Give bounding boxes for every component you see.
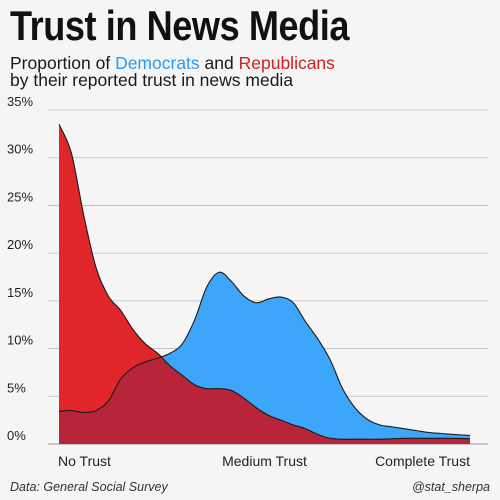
y-tick-label: 5%	[7, 380, 26, 395]
subtitle-prefix: Proportion of	[10, 53, 116, 73]
page-title: Trust in News Media	[10, 2, 350, 49]
series-line-democrats	[58, 271, 471, 436]
x-tick-label: Complete Trust	[375, 453, 470, 469]
y-tick-label: 0%	[7, 428, 26, 443]
y-tick-label: 15%	[7, 285, 33, 300]
series-line-republicans	[58, 124, 471, 440]
subtitle-line2: by their reported trust in news media	[10, 70, 294, 90]
y-tick-label: 30%	[7, 142, 33, 157]
source-note: Data: General Social Survey	[10, 480, 168, 494]
legend-republicans: Republicans	[238, 53, 335, 73]
axis-labels: 0% 5% 10% 15% 20% 25% 30% 35% No Trust Medium Tru…	[7, 94, 470, 469]
x-tick-label: Medium Trust	[222, 453, 307, 469]
y-tick-label: 20%	[7, 237, 33, 252]
author-handle: @stat_sherpa	[411, 480, 490, 494]
series-areas	[58, 124, 471, 444]
legend-democrats: Democrats	[115, 53, 200, 73]
y-tick-label: 25%	[7, 189, 33, 204]
x-tick-label: No Trust	[58, 453, 111, 469]
chart-subtitle: Proportion of Democrats and Republicans …	[10, 53, 335, 90]
subtitle-mid: and	[199, 53, 239, 73]
y-tick-label: 35%	[7, 94, 33, 109]
y-tick-label: 10%	[7, 333, 33, 348]
